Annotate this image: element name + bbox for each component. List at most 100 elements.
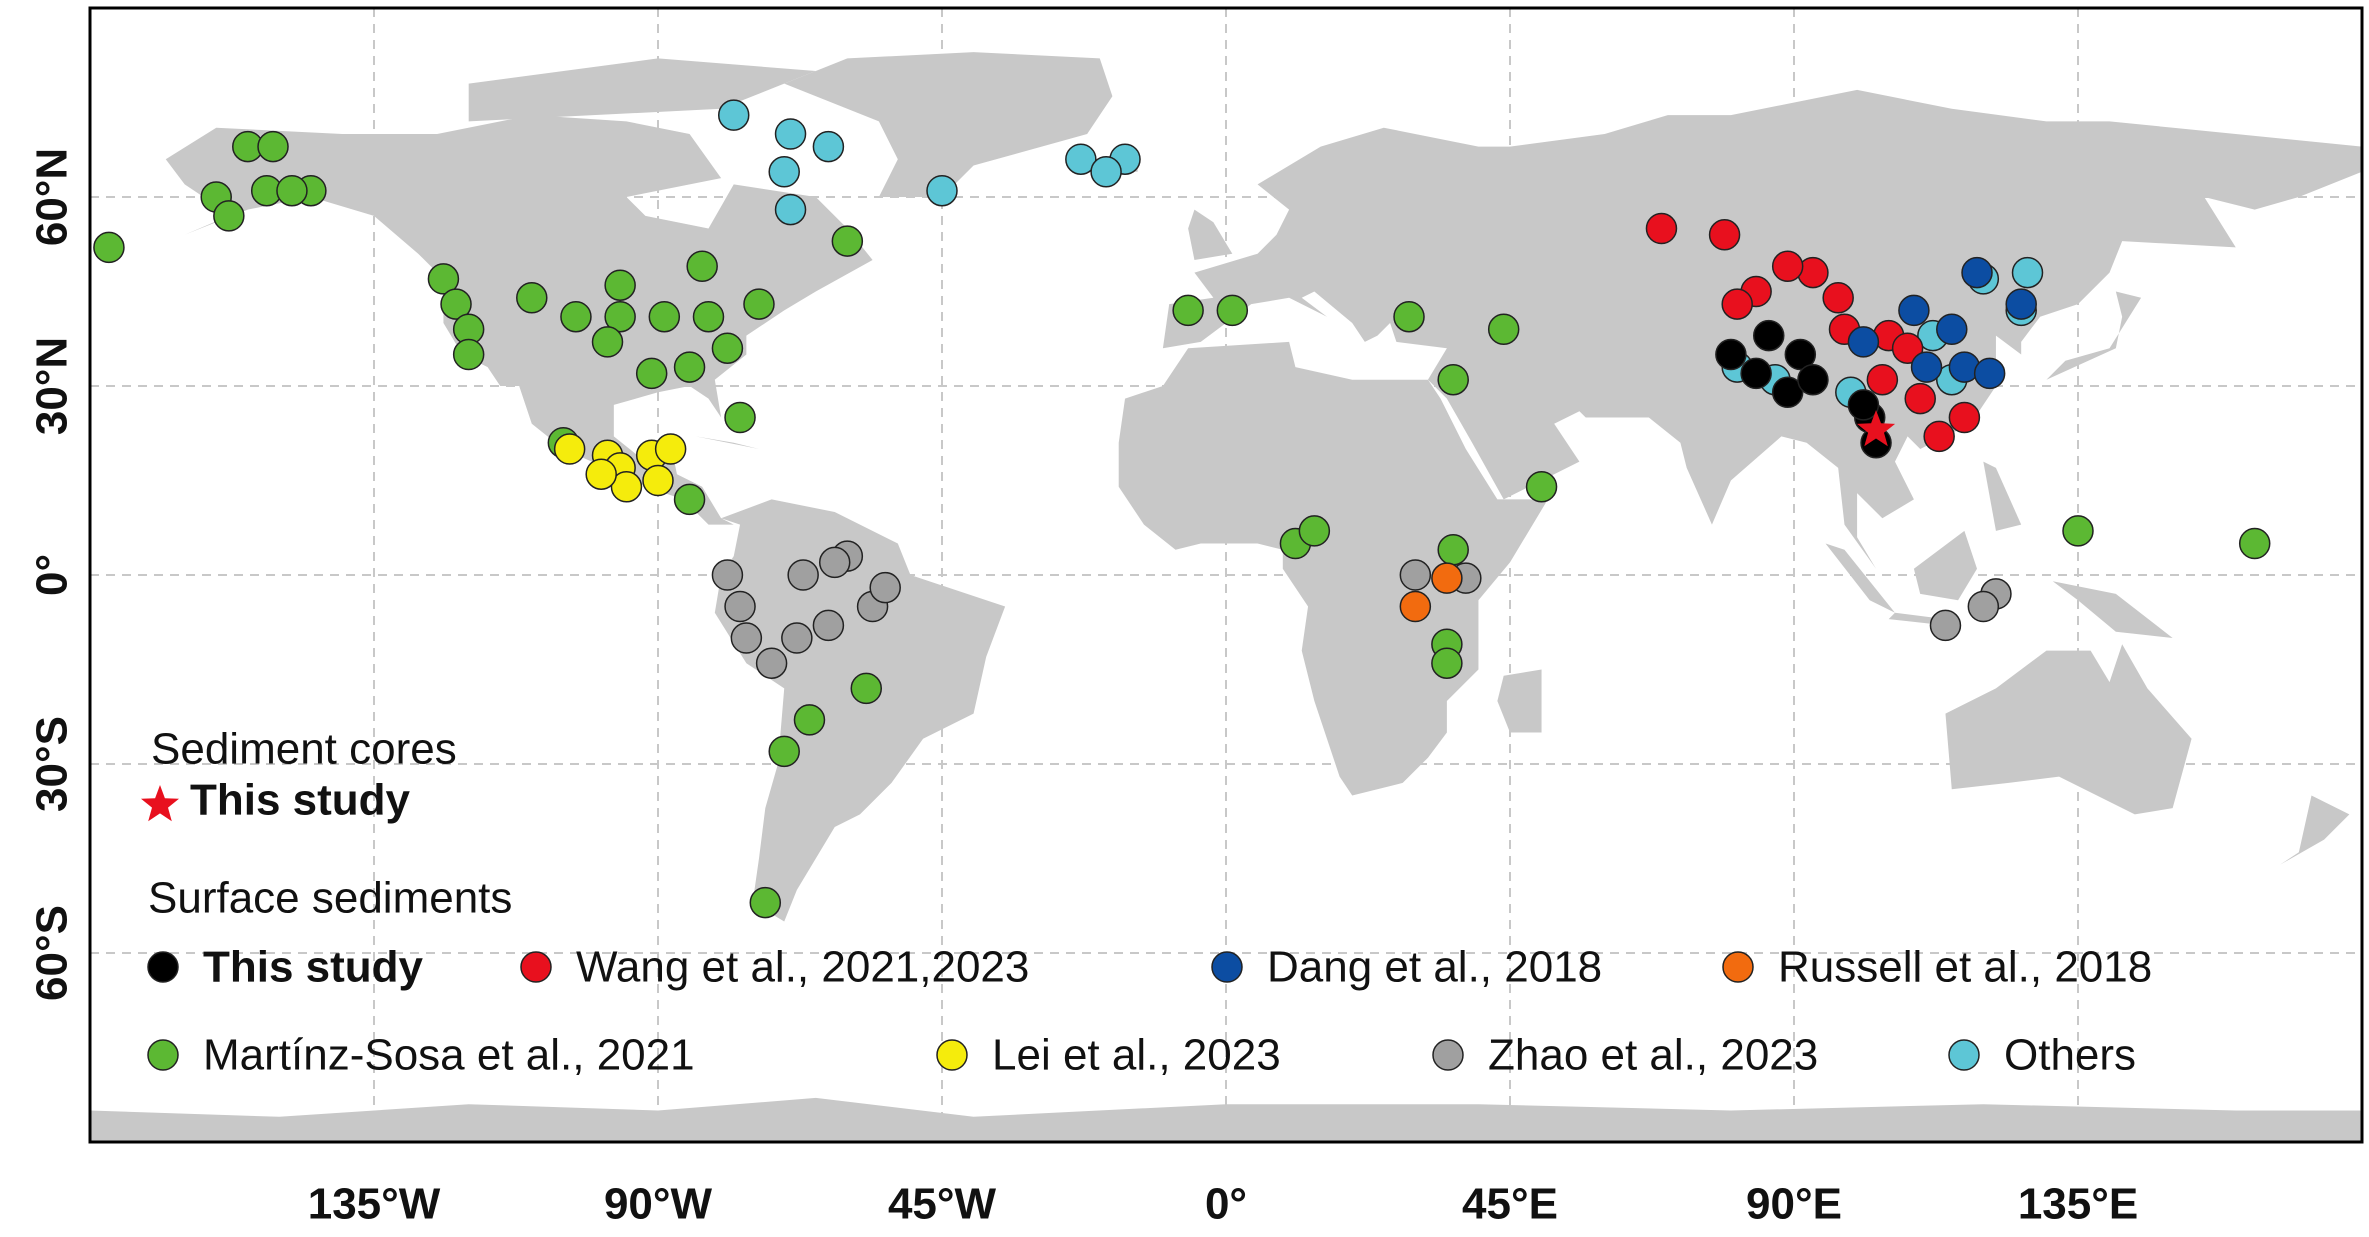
site-marker — [1399, 590, 1432, 623]
cores-legend-marker — [141, 785, 179, 822]
site-marker — [1172, 294, 1204, 327]
site-marker — [850, 672, 883, 705]
site-marker — [1866, 363, 1899, 396]
legend-label: Others — [2004, 1031, 2136, 1080]
site-marker — [427, 263, 460, 295]
site-marker — [768, 156, 800, 188]
site-marker — [1847, 389, 1880, 421]
legend-label: Wang et al., 2021,2023 — [576, 943, 1029, 992]
x-tick-label: 90°E — [1746, 1180, 1842, 1229]
x-tick-label: 45°E — [1462, 1180, 1558, 1229]
site-marker — [743, 288, 775, 320]
site-marker — [1090, 156, 1122, 188]
site-marker — [787, 559, 819, 591]
north-america — [165, 115, 873, 525]
legend-label: Russell et al., 2018 — [1778, 943, 2152, 992]
site-marker — [1216, 294, 1249, 327]
site-marker — [1784, 338, 1817, 371]
philippines — [1983, 461, 2022, 531]
y-tick-label: 60°S — [28, 905, 77, 1001]
new-zealand — [2279, 795, 2350, 865]
site-marker — [1771, 376, 1804, 409]
south-america — [714, 499, 1006, 922]
site-marker — [1910, 351, 1943, 383]
site-marker — [1721, 288, 1753, 320]
cores-legend-label: This study — [190, 776, 411, 825]
site-marker — [812, 130, 845, 163]
legend-marker — [936, 1039, 968, 1071]
site-marker — [686, 250, 718, 283]
site-marker — [1065, 143, 1097, 175]
legend-marker — [1948, 1039, 1980, 1071]
legend-marker — [1211, 951, 1243, 983]
site-marker — [276, 174, 308, 207]
madagascar — [1497, 669, 1542, 733]
site-marker — [781, 622, 813, 654]
site-marker — [755, 647, 788, 679]
legend-label: Martínz-Sosa et al., 2021 — [203, 1031, 695, 1080]
y-tick-label: 30°N — [28, 337, 77, 435]
site-marker — [926, 174, 958, 207]
site-marker — [1525, 471, 1558, 503]
legend: Sediment cores This study Surface sedime… — [141, 725, 2152, 1080]
britain — [1188, 209, 1233, 260]
x-tick-label: 135°W — [308, 1180, 441, 1229]
site-marker — [2011, 256, 2044, 289]
greenland — [784, 52, 1113, 197]
site-marker — [1298, 515, 1331, 547]
legend-marker — [520, 951, 552, 983]
y-tick-label: 30°S — [28, 716, 77, 812]
plot-frame — [88, 6, 2364, 1144]
site-marker — [774, 118, 807, 150]
site-marker — [642, 464, 674, 497]
site-marker — [711, 559, 744, 591]
site-marker — [1904, 382, 1936, 415]
site-marker — [692, 300, 725, 333]
site-marker — [1961, 256, 1993, 289]
site-marker — [1645, 212, 1678, 245]
site-marker — [1399, 559, 1432, 591]
site-marker — [1715, 338, 1747, 371]
sumatra — [1825, 543, 1895, 613]
y-tick-label: 60°N — [28, 148, 77, 246]
site-marker — [213, 200, 245, 232]
legend-marker — [1432, 1039, 1464, 1071]
site-marker — [724, 590, 756, 623]
site-marker — [1740, 357, 1772, 390]
site-marker — [604, 300, 636, 333]
site-marker — [711, 332, 744, 364]
site-marker — [452, 338, 485, 371]
site-marker — [673, 483, 706, 516]
site-marker — [2005, 288, 2037, 320]
site-marker — [604, 269, 636, 301]
australia — [1945, 644, 2192, 815]
site-marker — [730, 622, 763, 654]
site-marker — [654, 433, 687, 465]
site-marker — [1929, 609, 1962, 642]
site-marker — [2062, 515, 2094, 547]
legend-label: Zhao et al., 2023 — [1488, 1031, 1818, 1080]
site-marker — [1936, 313, 1968, 346]
borneo — [1913, 530, 1978, 601]
site-marker — [818, 546, 851, 579]
site-marker — [1487, 313, 1520, 346]
site-marker — [560, 300, 592, 333]
site-marker — [1393, 300, 1425, 333]
site-marker — [869, 571, 901, 604]
site-marker — [1973, 357, 2006, 390]
site-marker — [1771, 250, 1804, 283]
site-marker — [812, 609, 845, 642]
cores-legend-title: Sediment cores — [151, 725, 457, 774]
site-marker — [749, 886, 782, 919]
site-marker — [1437, 534, 1469, 566]
site-marker — [553, 433, 586, 465]
legend-label: Dang et al., 2018 — [1267, 943, 1602, 992]
site-marker — [1753, 319, 1785, 352]
site-marker — [1822, 282, 1854, 314]
site-marker — [93, 231, 125, 264]
x-tick-label: 135°E — [2018, 1180, 2138, 1229]
site-marker — [610, 471, 643, 503]
site-marker — [591, 326, 624, 358]
site-marker — [648, 300, 681, 333]
